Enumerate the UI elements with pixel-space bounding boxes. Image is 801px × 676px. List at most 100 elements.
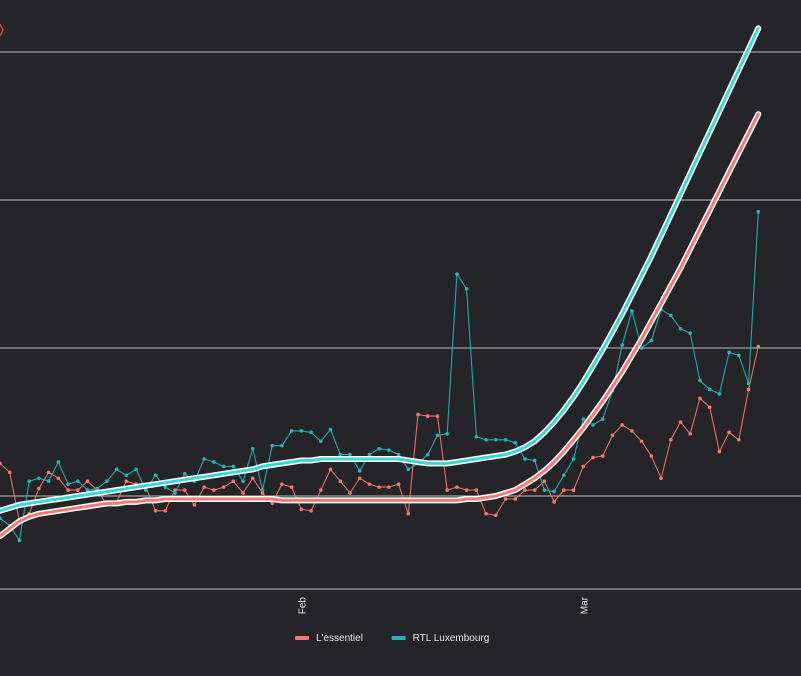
data-point: [37, 476, 41, 481]
data-point: [212, 488, 216, 492]
data-point: [221, 464, 226, 469]
data-point: [357, 476, 362, 481]
trend-line: [0, 26, 760, 513]
data-point: [0, 516, 2, 520]
data-point: [484, 511, 488, 516]
data-point: [698, 396, 702, 401]
data-point: [260, 491, 265, 495]
data-point: [406, 467, 411, 472]
data-point: [396, 452, 401, 457]
data-point: [698, 378, 702, 383]
data-point: [260, 488, 265, 492]
data-point: [513, 497, 518, 501]
data-point: [75, 488, 80, 492]
data-point: [56, 476, 61, 481]
data-point: [173, 491, 177, 495]
data-point: [27, 479, 31, 484]
data-point: [668, 313, 673, 318]
data-point: [357, 469, 362, 473]
data-point: [707, 387, 712, 392]
data-point: [503, 497, 508, 501]
data-point: [532, 488, 537, 492]
data-point: [639, 439, 644, 444]
data-point: [66, 488, 70, 492]
data-point: [231, 464, 236, 469]
data-point: [445, 488, 449, 492]
data-point: [46, 479, 51, 484]
data-point: [727, 430, 731, 435]
data-point: [270, 443, 275, 448]
data-point: [678, 326, 683, 331]
x-tick-label: Mar: [579, 596, 590, 614]
data-point: [17, 538, 22, 543]
data-point: [425, 414, 430, 418]
data-point: [600, 454, 605, 458]
data-point: [7, 470, 12, 475]
data-point: [37, 486, 41, 491]
data-point: [377, 446, 381, 451]
data-point: [85, 479, 90, 484]
data-point: [435, 433, 440, 438]
data-point: [532, 458, 537, 463]
data-point: [250, 476, 255, 481]
data-point: [493, 437, 498, 442]
data-point: [319, 439, 323, 444]
data-point: [124, 479, 129, 484]
data-point: [56, 460, 61, 464]
data-point: [464, 287, 469, 291]
data-point: [678, 420, 683, 424]
data-point: [455, 485, 459, 489]
data-point: [309, 430, 313, 435]
legend-swatch: [391, 636, 406, 640]
data-point: [299, 507, 304, 512]
data-point: [668, 437, 673, 442]
data-point: [202, 457, 206, 461]
data-point: [581, 417, 586, 421]
data-point: [581, 464, 586, 469]
data-point: [562, 473, 566, 478]
data-point: [493, 513, 498, 518]
data-point: [552, 500, 556, 504]
data-point: [250, 446, 255, 451]
data-point: [630, 429, 634, 433]
data-point: [280, 482, 284, 486]
data-point: [727, 350, 731, 355]
data-point: [542, 488, 547, 492]
data-point: [212, 460, 216, 464]
data-point: [367, 452, 372, 457]
trend-line: [0, 112, 760, 538]
data-point: [338, 479, 343, 484]
data-point: [280, 443, 284, 448]
data-point: [523, 457, 527, 461]
data-point: [163, 509, 168, 513]
data-point: [241, 479, 245, 484]
data-point: [406, 511, 411, 516]
data-point: [445, 432, 449, 436]
data-point: [591, 423, 595, 427]
data-point: [319, 488, 323, 492]
legend: L'essentiel RTL Luxembourg: [295, 633, 489, 644]
data-point: [270, 501, 275, 506]
data-point: [114, 467, 119, 472]
data-point: [367, 482, 372, 486]
data-point: [309, 509, 313, 513]
data-point: [134, 467, 138, 472]
data-point: [396, 482, 401, 486]
data-point: [659, 476, 663, 481]
data-point: [707, 405, 712, 410]
data-point: [620, 343, 624, 347]
data-point: [630, 309, 634, 313]
data-point: [387, 448, 391, 452]
data-point: [416, 412, 420, 417]
data-point: [338, 452, 343, 457]
data-point: [737, 353, 741, 358]
data-point: [688, 432, 693, 436]
data-point: [328, 467, 333, 472]
data-point: [688, 331, 693, 336]
data-point: [75, 479, 80, 484]
data-point: [202, 485, 206, 489]
data-point: [542, 479, 547, 484]
data-point: [649, 454, 654, 458]
x-tick-label: Feb: [297, 597, 308, 615]
